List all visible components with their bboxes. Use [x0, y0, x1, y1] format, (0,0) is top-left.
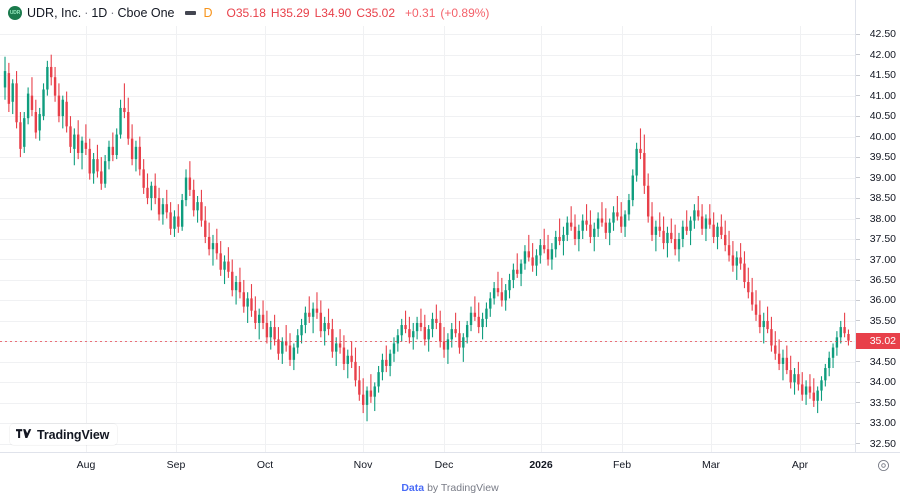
price-tick: 38.00: [856, 212, 900, 226]
price-tick: 36.00: [856, 293, 900, 307]
legend-separator-1: ·: [84, 6, 89, 20]
open-value: 35.18: [235, 6, 266, 20]
low-label: L: [314, 6, 322, 20]
time-tick: Feb: [612, 459, 632, 471]
chart-legend: UDR UDR, Inc. · 1D · Cboe One D O35.18 H3…: [0, 0, 900, 26]
footer-by-text: by TradingView: [427, 482, 499, 494]
price-tick: 34.00: [856, 375, 900, 389]
candlestick-series: [3, 54, 850, 422]
price-tick: 40.00: [856, 130, 900, 144]
close-label: C: [356, 6, 365, 20]
price-tick: 32.50: [856, 437, 900, 451]
time-tick: 2026: [529, 459, 553, 471]
time-tick: Aug: [76, 459, 96, 471]
exchange-label[interactable]: Cboe One: [117, 6, 175, 20]
low-value-group: L34.90: [315, 6, 352, 20]
time-tick: Mar: [701, 459, 721, 471]
legend-separator-2: ·: [110, 6, 115, 20]
price-tick: 33.50: [856, 396, 900, 410]
chart-footer: Data by TradingView: [0, 478, 900, 498]
last-price-line: [0, 341, 855, 342]
price-tick: 39.50: [856, 150, 900, 164]
close-value: 35.02: [365, 6, 396, 20]
price-tick: 37.00: [856, 253, 900, 267]
price-tick: 41.00: [856, 89, 900, 103]
price-tick: 37.50: [856, 232, 900, 246]
time-tick: Oct: [256, 459, 274, 471]
footer-data-link[interactable]: Data: [401, 482, 425, 494]
symbol-name[interactable]: UDR, Inc.: [27, 6, 82, 20]
chart-plot-area[interactable]: [0, 26, 855, 452]
high-value: 35.29: [279, 6, 310, 20]
time-tick: Apr: [791, 459, 809, 471]
close-value-group: C35.02: [356, 6, 395, 20]
price-tick: 41.50: [856, 68, 900, 82]
interval-badge[interactable]: D: [203, 6, 213, 20]
tradingview-watermark-text: TradingView: [37, 427, 110, 442]
price-axis[interactable]: 42.50 42.00 41.50 41.00 40.50 40.00 39.50 39.00…: [855, 0, 900, 452]
last-price-badge[interactable]: 35.02: [856, 332, 900, 349]
symbol-logo-icon: UDR: [8, 6, 22, 20]
bar-style-icon[interactable]: [184, 7, 197, 20]
interval-label[interactable]: 1D: [91, 6, 108, 20]
tradingview-logo-icon: [16, 429, 32, 439]
low-value: 34.90: [321, 6, 352, 20]
open-label: O: [226, 6, 236, 20]
axis-settings-icon[interactable]: [877, 459, 890, 472]
price-tick: 42.00: [856, 48, 900, 62]
time-tick: Dec: [434, 459, 454, 471]
price-tick: 38.50: [856, 191, 900, 205]
price-tick: 36.50: [856, 273, 900, 287]
tradingview-watermark: TradingView: [10, 424, 118, 445]
high-label: H: [270, 6, 280, 20]
high-value-group: H35.29: [271, 6, 310, 20]
change-percent: (+0.89%): [440, 6, 490, 20]
price-tick: 42.50: [856, 27, 900, 41]
time-tick: Sep: [166, 459, 186, 471]
ohlc-values: O35.18 H35.29 L34.90 C35.02 +0.31 (+0.89%): [227, 6, 490, 20]
price-tick: 33.00: [856, 416, 900, 430]
change-value: +0.31: [405, 6, 436, 20]
time-axis[interactable]: Aug Sep Oct Nov Dec 2026 Feb Mar Apr: [0, 452, 900, 478]
price-tick: 35.50: [856, 314, 900, 328]
time-tick: Nov: [353, 459, 373, 471]
open-value-group: O35.18: [227, 6, 266, 20]
price-tick: 34.50: [856, 355, 900, 369]
price-tick: 39.00: [856, 171, 900, 185]
price-tick: 40.50: [856, 109, 900, 123]
symbol-logo-text: UDR: [9, 10, 21, 16]
